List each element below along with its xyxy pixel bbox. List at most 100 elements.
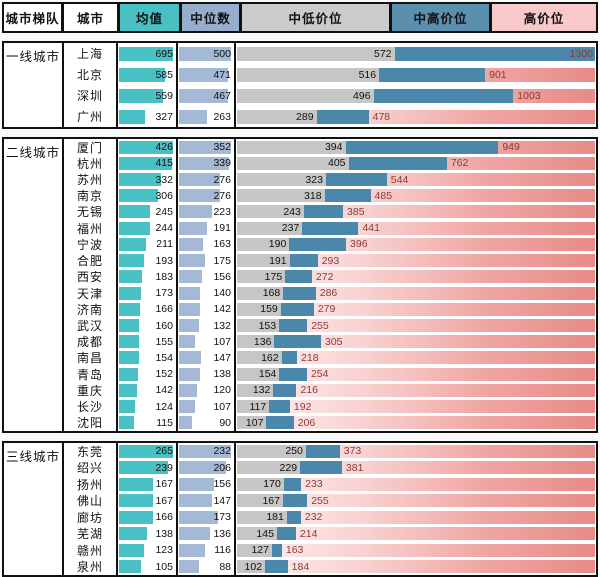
price-band: 153 255 (237, 319, 595, 333)
rows-container: 上海 695 500 572 1300 北京 585 471 516 901 深圳 559 467 496… (64, 43, 596, 127)
price-band: 132 216 (237, 383, 595, 397)
mean-value: 695 (155, 47, 173, 60)
price-range-cell: 572 1300 (236, 43, 596, 64)
median-bar (179, 494, 213, 508)
median-value: 147 (213, 351, 231, 364)
mean-cell: 306 (118, 187, 178, 204)
city-row: 泉州 105 88 102 184 (64, 558, 596, 575)
mid-high-value: 163 (285, 544, 304, 557)
median-band: 206 (179, 461, 233, 475)
median-band: 276 (179, 189, 233, 203)
price-range-cell: 516 901 (236, 64, 596, 85)
mean-band: 193 (119, 254, 175, 268)
price-band: 572 1300 (237, 46, 595, 61)
median-value: 175 (213, 254, 231, 267)
mean-value: 154 (155, 351, 173, 364)
city-row: 绍兴 239 206 229 381 (64, 459, 596, 476)
mean-value: 332 (155, 173, 173, 186)
mean-band: 415 (119, 156, 175, 170)
price-range-cell: 168 286 (236, 285, 596, 301)
mean-value: 152 (155, 368, 173, 381)
price-range-cell: 237 441 (236, 220, 596, 236)
mid-high-value: 286 (319, 287, 338, 300)
median-bar (179, 286, 200, 300)
mid-high-value: 305 (324, 335, 343, 348)
price-range-cell: 181 232 (236, 509, 596, 526)
mean-cell: 327 (118, 106, 178, 127)
mean-bar (119, 543, 145, 557)
median-cell: 175 (178, 252, 236, 269)
median-bar (179, 416, 193, 430)
mid-low-bar: 153 (237, 319, 280, 333)
mid-low-bar: 572 (237, 46, 395, 61)
mean-bar (119, 270, 143, 284)
city-row: 廊坊 166 173 181 232 (64, 509, 596, 526)
price-band: 127 163 (237, 543, 595, 557)
price-band: 394 949 (237, 140, 595, 154)
price-band: 405 762 (237, 156, 595, 170)
median-band: 467 (179, 88, 233, 103)
price-band: 496 1003 (237, 88, 595, 103)
price-band: 237 441 (237, 221, 595, 235)
price-range-cell: 323 544 (236, 171, 596, 187)
median-cell: 223 (178, 203, 236, 221)
price-range-cell: 175 272 (236, 269, 596, 285)
city-row: 长沙 124 107 117 192 (64, 398, 596, 415)
median-value: 120 (213, 384, 231, 397)
median-bar (179, 444, 232, 458)
mid-low-bar: 162 (237, 351, 282, 365)
price-band: 168 286 (237, 286, 595, 300)
median-band: 263 (179, 109, 233, 124)
mean-bar (119, 109, 145, 124)
city-name: 长沙 (64, 398, 118, 415)
spacer (2, 33, 598, 41)
mid-high-bar (305, 444, 340, 458)
median-band: 136 (179, 527, 233, 541)
tier-label: 二线城市 (4, 139, 64, 431)
mid-high-value: 1300 (569, 47, 593, 60)
mean-band: 152 (119, 367, 175, 381)
city-name: 苏州 (64, 171, 118, 188)
median-band: 90 (179, 416, 233, 430)
median-cell: 120 (178, 382, 236, 399)
city-row: 青岛 152 138 154 254 (64, 366, 596, 383)
city-row: 厦门 426 352 394 949 (64, 139, 596, 156)
price-range-cell: 243 385 (236, 204, 596, 220)
mean-band: 306 (119, 189, 175, 203)
mid-high-value: 485 (374, 189, 393, 202)
median-cell: 352 (178, 139, 236, 156)
mean-bar (119, 527, 148, 541)
median-value: 107 (213, 335, 231, 348)
city-name: 南昌 (64, 349, 118, 367)
mean-band: 211 (119, 237, 175, 251)
median-band: 120 (179, 383, 233, 397)
rows-container: 东莞 265 232 250 373 绍兴 239 206 229 381 扬州 167 156 170 2… (64, 443, 596, 575)
price-range-cell: 289 478 (236, 106, 596, 127)
mid-low-bar: 154 (237, 367, 280, 381)
mean-value: 124 (155, 400, 173, 413)
mid-high-value: 762 (450, 157, 469, 170)
median-cell: 191 (178, 220, 236, 237)
mean-bar (119, 367, 139, 381)
mean-band: 244 (119, 221, 175, 235)
mean-value: 142 (155, 384, 173, 397)
city-name: 芜湖 (64, 525, 118, 542)
median-bar (179, 527, 210, 541)
mid-low-bar: 323 (237, 173, 326, 187)
mid-low-bar: 190 (237, 237, 290, 251)
mid-high-bar (373, 88, 514, 103)
mid-high-value: 385 (347, 205, 365, 218)
median-cell: 276 (178, 187, 236, 204)
mid-high-bar (283, 286, 316, 300)
city-name: 福州 (64, 220, 118, 237)
mid-high-bar (266, 416, 294, 430)
header-mid-low-price: 中低价位 (240, 2, 390, 33)
median-cell: 467 (178, 85, 236, 106)
mean-bar (119, 189, 159, 203)
mean-bar (119, 510, 154, 524)
price-range-cell: 167 255 (236, 493, 596, 510)
mean-bar (119, 351, 139, 365)
mean-value: 239 (155, 461, 173, 474)
median-bar (179, 67, 229, 82)
